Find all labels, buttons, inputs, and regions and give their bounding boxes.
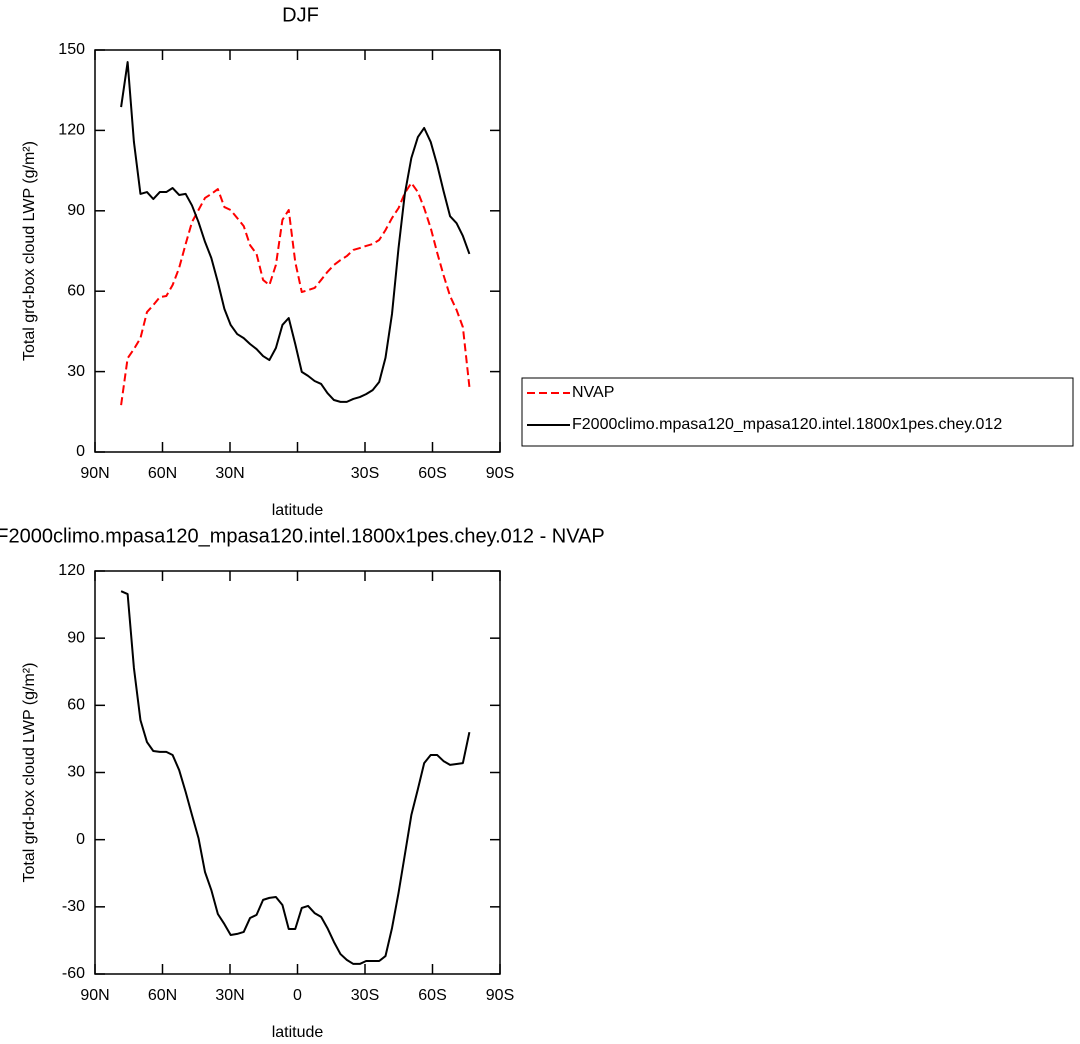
y-axis-label: Total grd-box cloud LWP (g/m²) bbox=[21, 141, 38, 361]
y-tick-label: 120 bbox=[58, 122, 85, 139]
chart-title: DJF bbox=[282, 4, 319, 26]
y-tick-label: 90 bbox=[67, 629, 85, 646]
x-tick-label: 60N bbox=[148, 987, 177, 1004]
plot-frame bbox=[94, 570, 501, 975]
y-tick-label: 60 bbox=[67, 697, 85, 714]
x-tick-label: 90N bbox=[80, 987, 109, 1004]
y-tick-label: 0 bbox=[76, 443, 85, 460]
chart-title: F2000climo.mpasa120_mpasa120.intel.1800x… bbox=[0, 525, 605, 547]
x-tick-label: 60S bbox=[418, 987, 446, 1004]
x-axis-label: latitude bbox=[272, 1024, 324, 1041]
y-tick-label: 30 bbox=[67, 764, 85, 781]
y-axis-label: Total grd-box cloud LWP (g/m²) bbox=[21, 663, 38, 883]
x-tick-label: 30S bbox=[351, 987, 379, 1004]
legend-box bbox=[521, 377, 1074, 447]
legend-label: NVAP bbox=[572, 384, 614, 401]
data-line bbox=[120, 181, 471, 406]
x-tick-label: 30N bbox=[215, 987, 244, 1004]
x-tick-label: 30N bbox=[215, 465, 244, 482]
x-tick-label: 90N bbox=[80, 465, 109, 482]
plot-frame bbox=[94, 49, 501, 453]
data-line bbox=[120, 590, 471, 965]
y-tick-label: 150 bbox=[58, 41, 85, 58]
x-axis-label: latitude bbox=[272, 502, 324, 519]
x-tick-label: 90S bbox=[486, 987, 514, 1004]
y-tick-label: 120 bbox=[58, 562, 85, 579]
x-tick-label: 30S bbox=[351, 465, 379, 482]
y-tick-label: 30 bbox=[67, 363, 85, 380]
legend-label: F2000climo.mpasa120_mpasa120.intel.1800x… bbox=[572, 416, 1002, 433]
x-tick-label: 90S bbox=[486, 465, 514, 482]
y-tick-label: -30 bbox=[62, 898, 85, 915]
x-tick-label: 60N bbox=[148, 465, 177, 482]
y-tick-label: -60 bbox=[62, 965, 85, 982]
y-tick-label: 60 bbox=[67, 282, 85, 299]
y-tick-label: 90 bbox=[67, 202, 85, 219]
x-tick-label: 60S bbox=[418, 465, 446, 482]
data-line bbox=[120, 61, 471, 403]
x-tick-label: 0 bbox=[293, 987, 302, 1004]
y-tick-label: 0 bbox=[76, 831, 85, 848]
